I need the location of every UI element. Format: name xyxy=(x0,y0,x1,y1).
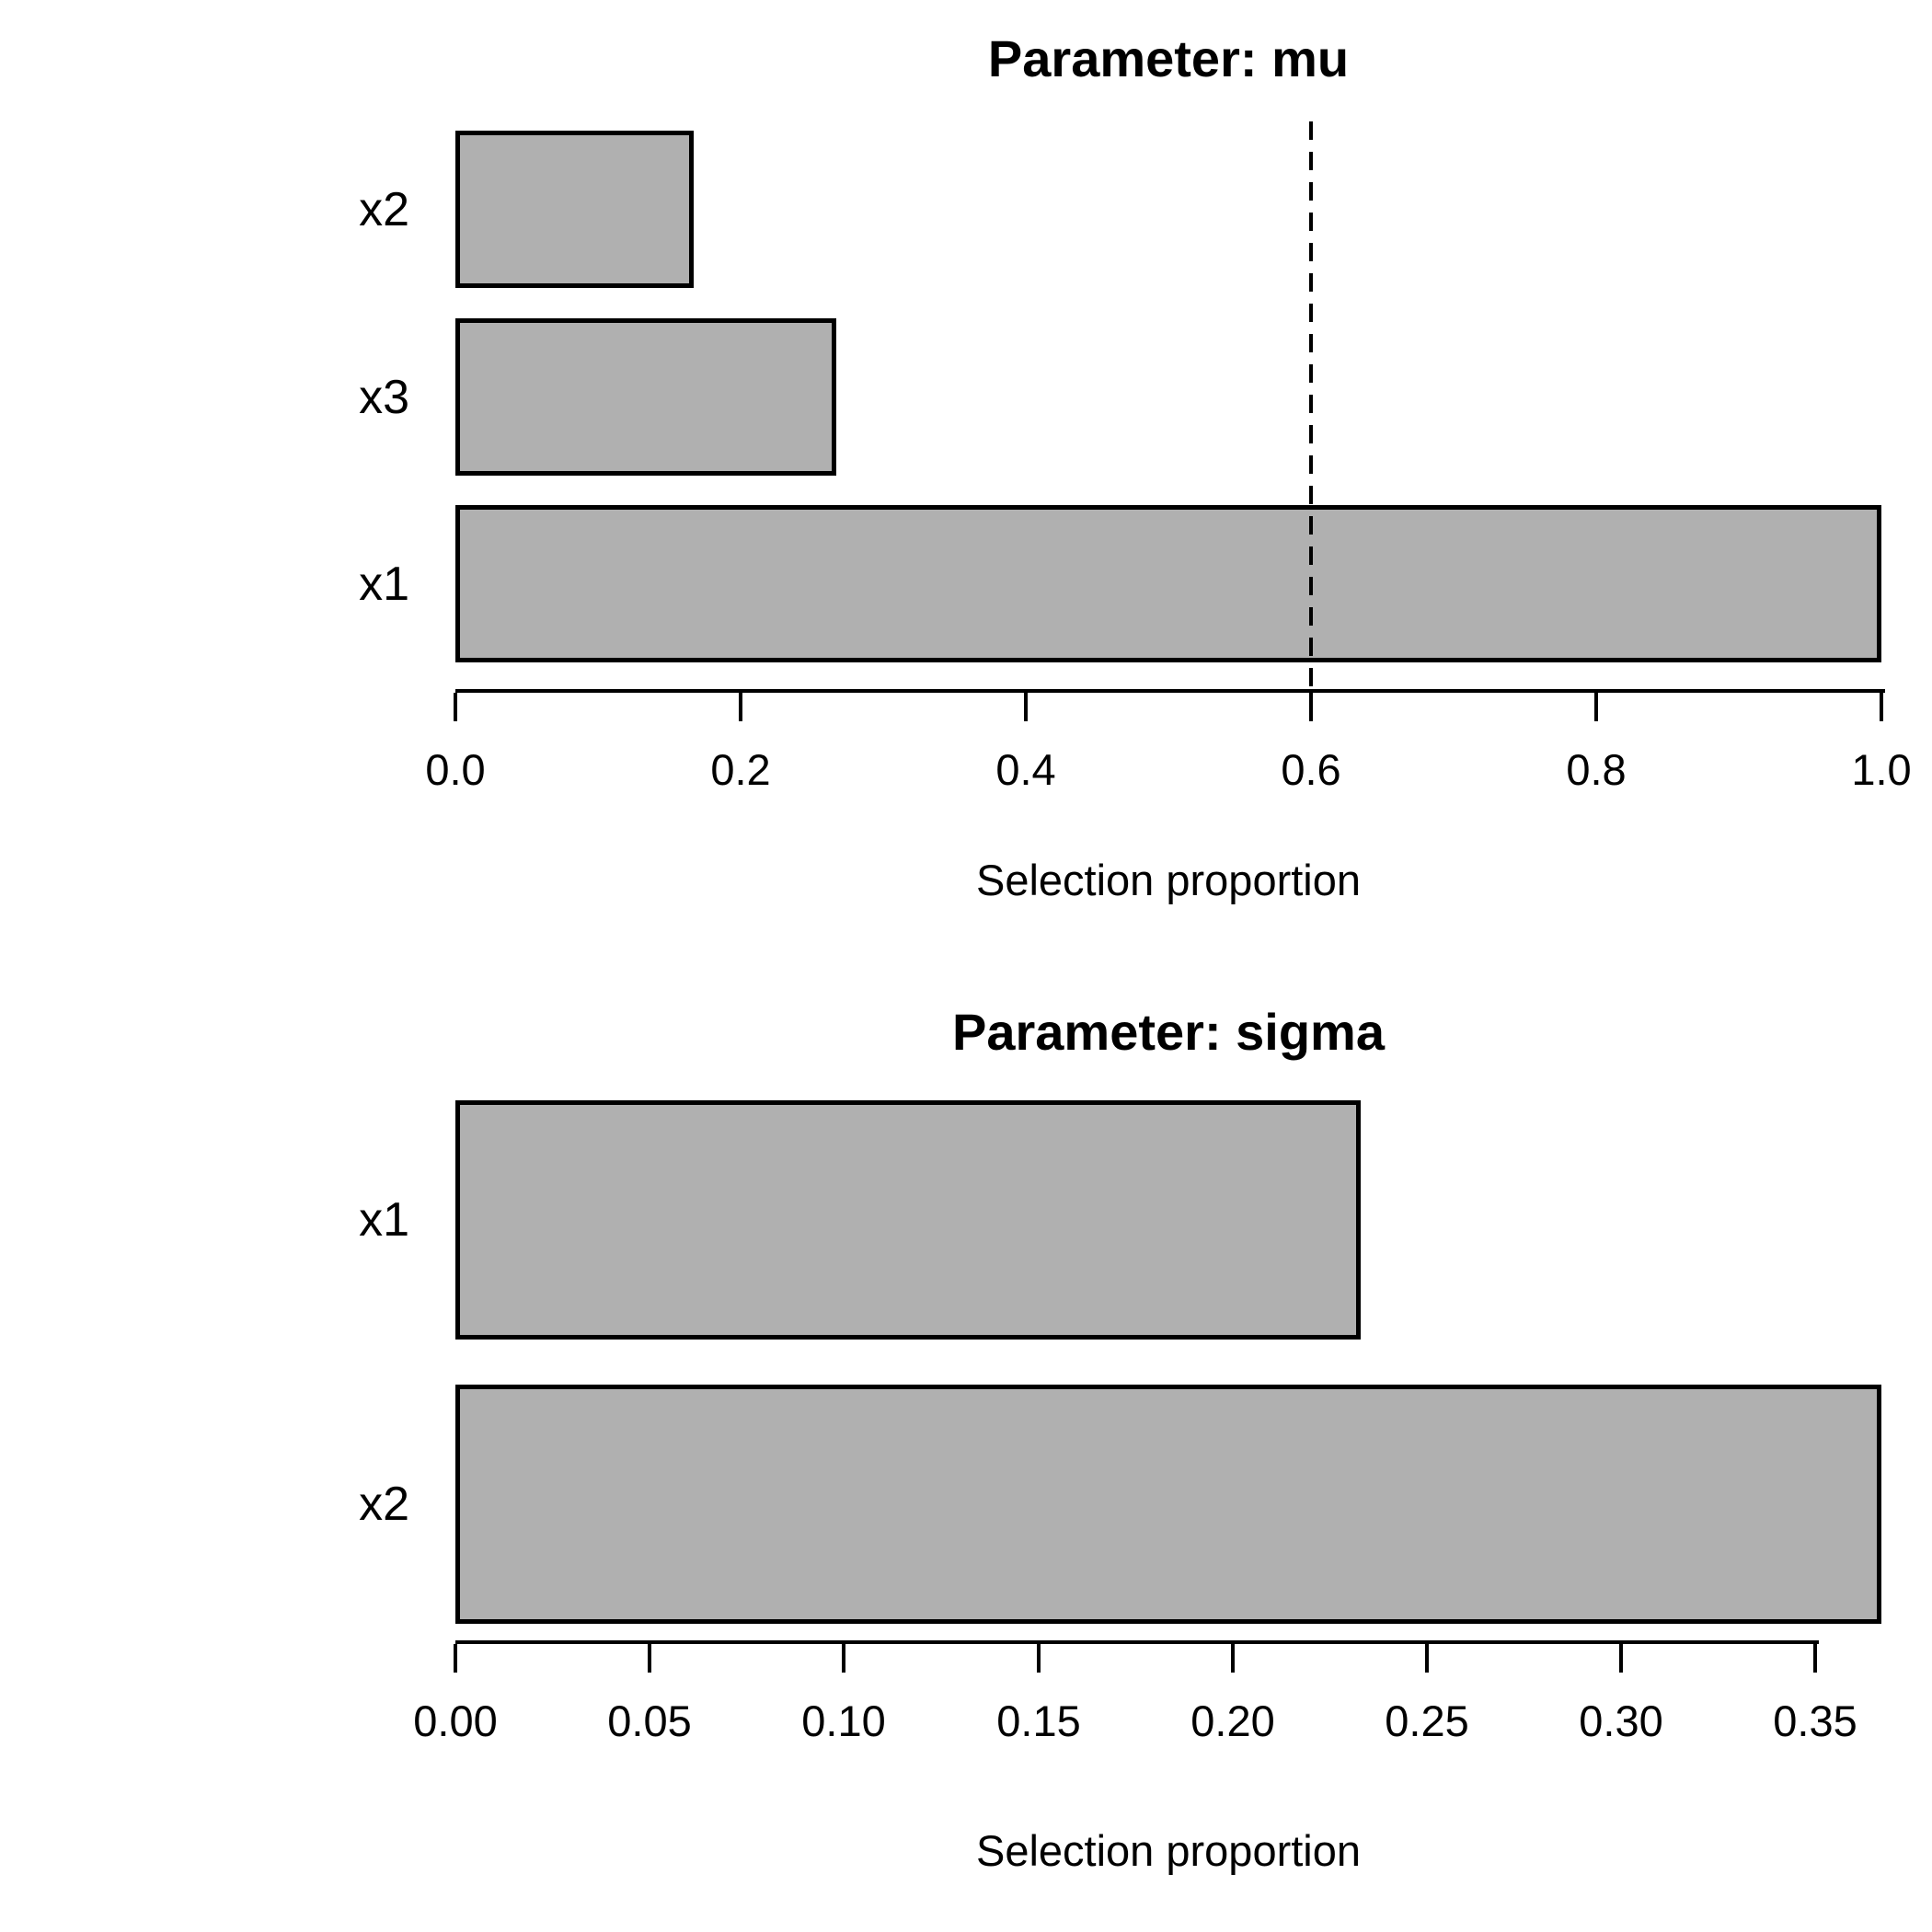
x-axis-tick xyxy=(1594,693,1598,721)
x-axis-tick-label: 0.25 xyxy=(1385,1696,1469,1745)
bar-x2 xyxy=(455,131,694,288)
x-axis-tick xyxy=(1813,1644,1817,1673)
x-axis-tick-label: 0.10 xyxy=(801,1696,886,1745)
x-axis-tick xyxy=(1619,1644,1623,1673)
x-axis-title-mu: Selection proportion xyxy=(975,856,1362,904)
bar-x3 xyxy=(455,318,836,476)
x-axis-tick xyxy=(1880,693,1883,721)
x-axis-tick-label: 0.4 xyxy=(995,745,1056,794)
x-axis-tick xyxy=(1024,693,1028,721)
x-axis-tick xyxy=(1231,1644,1235,1673)
x-axis-tick-label: 0.6 xyxy=(1281,745,1341,794)
bar-x1 xyxy=(455,1100,1361,1340)
bar-x1 xyxy=(455,505,1881,662)
x-axis-tick-label: 0.15 xyxy=(996,1696,1081,1745)
threshold-line xyxy=(1309,121,1313,689)
x-axis-tick-label: 0.05 xyxy=(607,1696,692,1745)
x-axis-tick-label: 0.35 xyxy=(1773,1696,1857,1745)
category-label-x1: x1 xyxy=(359,557,409,611)
x-axis-tick-label: 0.20 xyxy=(1190,1696,1275,1745)
x-axis-tick xyxy=(1037,1644,1041,1673)
x-axis-tick xyxy=(739,693,742,721)
x-axis-tick-label: 0.2 xyxy=(710,745,771,794)
x-axis-tick-label: 0.00 xyxy=(413,1696,498,1745)
plot-area-sigma: x1 x2 0.00 0.05 0.10 0.15 0.20 0.25 0.30 0.35 xyxy=(0,966,1932,1932)
x-axis-tick-label: 0.0 xyxy=(425,745,486,794)
category-label-x2: x2 xyxy=(359,1478,409,1531)
chart-panel-sigma: Parameter: sigma x1 x2 0.00 0.05 0.10 0.15 0.2… xyxy=(0,966,1932,1932)
x-axis-title-sigma: Selection proportion xyxy=(975,1826,1362,1875)
category-label-x2: x2 xyxy=(359,182,409,236)
plot-area-mu: x2 x3 x1 0.0 0.2 0.4 0.6 0.8 1.0 xyxy=(359,121,1912,794)
category-label-x3: x3 xyxy=(359,370,409,424)
x-axis-line xyxy=(455,689,1885,693)
chart-panel-mu: Parameter: mu x2 x3 x1 0.0 0.2 0.4 0.6 0.8 1.0 S… xyxy=(359,29,1912,904)
bar-x2 xyxy=(455,1385,1881,1624)
x-axis-tick xyxy=(1425,1644,1429,1673)
x-axis-tick xyxy=(648,1644,651,1673)
chart-title-mu: Parameter: mu xyxy=(987,29,1350,87)
x-axis-line xyxy=(455,1640,1819,1644)
x-axis-tick-label: 1.0 xyxy=(1851,745,1912,794)
x-axis-tick xyxy=(842,1644,845,1673)
x-axis-tick xyxy=(1309,693,1313,721)
x-axis-tick xyxy=(454,1644,457,1673)
category-label-x1: x1 xyxy=(359,1193,409,1247)
x-axis-tick-label: 0.30 xyxy=(1579,1696,1663,1745)
x-axis-tick xyxy=(454,693,457,721)
chart-title-sigma: Parameter: sigma xyxy=(951,1003,1385,1061)
x-axis-tick-label: 0.8 xyxy=(1566,745,1627,794)
